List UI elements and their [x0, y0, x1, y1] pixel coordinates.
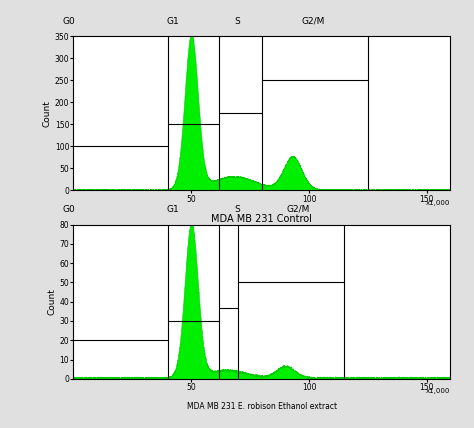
Text: G2/M: G2/M — [301, 17, 325, 26]
Text: S: S — [234, 205, 240, 214]
Text: G1: G1 — [167, 205, 179, 214]
Text: G1: G1 — [167, 17, 179, 26]
Text: MDA MB 231 Control: MDA MB 231 Control — [211, 214, 312, 224]
Text: G0: G0 — [63, 17, 75, 26]
Text: S: S — [234, 17, 240, 26]
Y-axis label: Count: Count — [43, 100, 52, 127]
Text: MDA MB 231 E. robison Ethanol extract: MDA MB 231 E. robison Ethanol extract — [187, 402, 337, 411]
Y-axis label: Count: Count — [48, 288, 57, 315]
Text: x1,000: x1,000 — [426, 388, 450, 394]
Text: G2/M: G2/M — [287, 205, 310, 214]
Text: G0: G0 — [63, 205, 75, 214]
Text: x1,000: x1,000 — [426, 200, 450, 206]
